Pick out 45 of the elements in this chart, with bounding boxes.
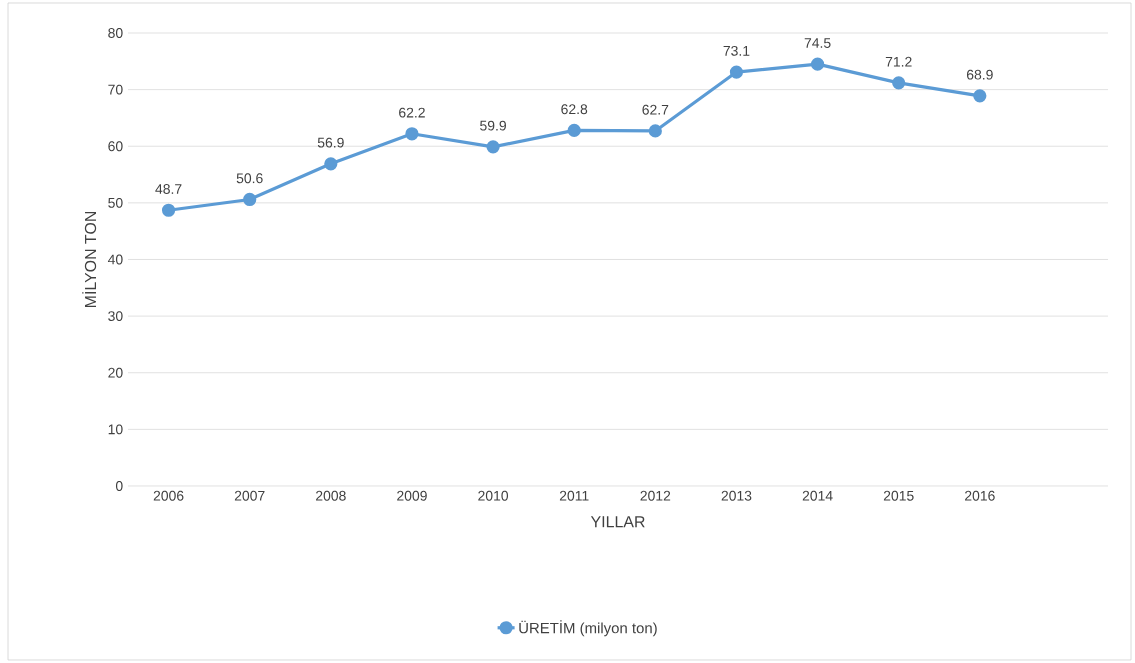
x-tick-label: 2016 (965, 490, 995, 501)
data-label: 68.9 (966, 69, 993, 80)
y-axis-title: MİLYON TON (82, 211, 97, 308)
point (648, 124, 662, 138)
data-label: 73.1 (723, 45, 750, 56)
point (486, 140, 500, 154)
data-label: 74.5 (804, 38, 831, 48)
point (892, 76, 906, 90)
point (973, 89, 987, 103)
y-tick-label: 80 (108, 28, 123, 38)
x-tick-label: 2013 (721, 490, 752, 501)
x-tick-label: 2008 (316, 490, 346, 501)
data-label: 56.9 (317, 137, 344, 148)
x-tick-label: 2011 (559, 490, 589, 501)
point (161, 203, 176, 217)
data-label: 62.2 (399, 107, 425, 118)
x-tick-label: 2007 (234, 490, 265, 501)
x-tick-label: 2012 (640, 490, 671, 501)
y-tick-label: 30 (108, 311, 123, 322)
x-tick-label: 2014 (802, 490, 833, 501)
point (324, 157, 338, 171)
data-label: 62.8 (561, 104, 588, 115)
point (567, 123, 581, 137)
x-axis-title: YILLAR (590, 516, 645, 528)
point (729, 65, 744, 79)
point (243, 192, 257, 207)
point (405, 127, 419, 141)
y-tick-label: 60 (108, 141, 123, 152)
y-tick-label: 70 (108, 84, 123, 95)
data-label: 71.2 (885, 56, 912, 67)
x-tick-label: 2015 (883, 490, 914, 501)
y-tick-label: 50 (108, 197, 123, 208)
point (810, 57, 825, 71)
data-label: 48.7 (155, 184, 182, 194)
y-tick-label: 10 (108, 424, 123, 435)
data-label: 59.9 (480, 120, 506, 131)
x-tick-label: 2009 (397, 490, 427, 501)
y-tick-label: 40 (107, 254, 123, 265)
x-tick-label: 2006 (153, 490, 184, 501)
y-tick-label: 0 (115, 481, 123, 491)
y-tick-label: 20 (108, 367, 123, 378)
x-tick-label: 2010 (478, 490, 509, 501)
data-label: 50.6 (236, 173, 263, 184)
data-label: 62.7 (642, 104, 669, 115)
legend-label: ÜRETİM (milyon ton) (519, 620, 657, 637)
